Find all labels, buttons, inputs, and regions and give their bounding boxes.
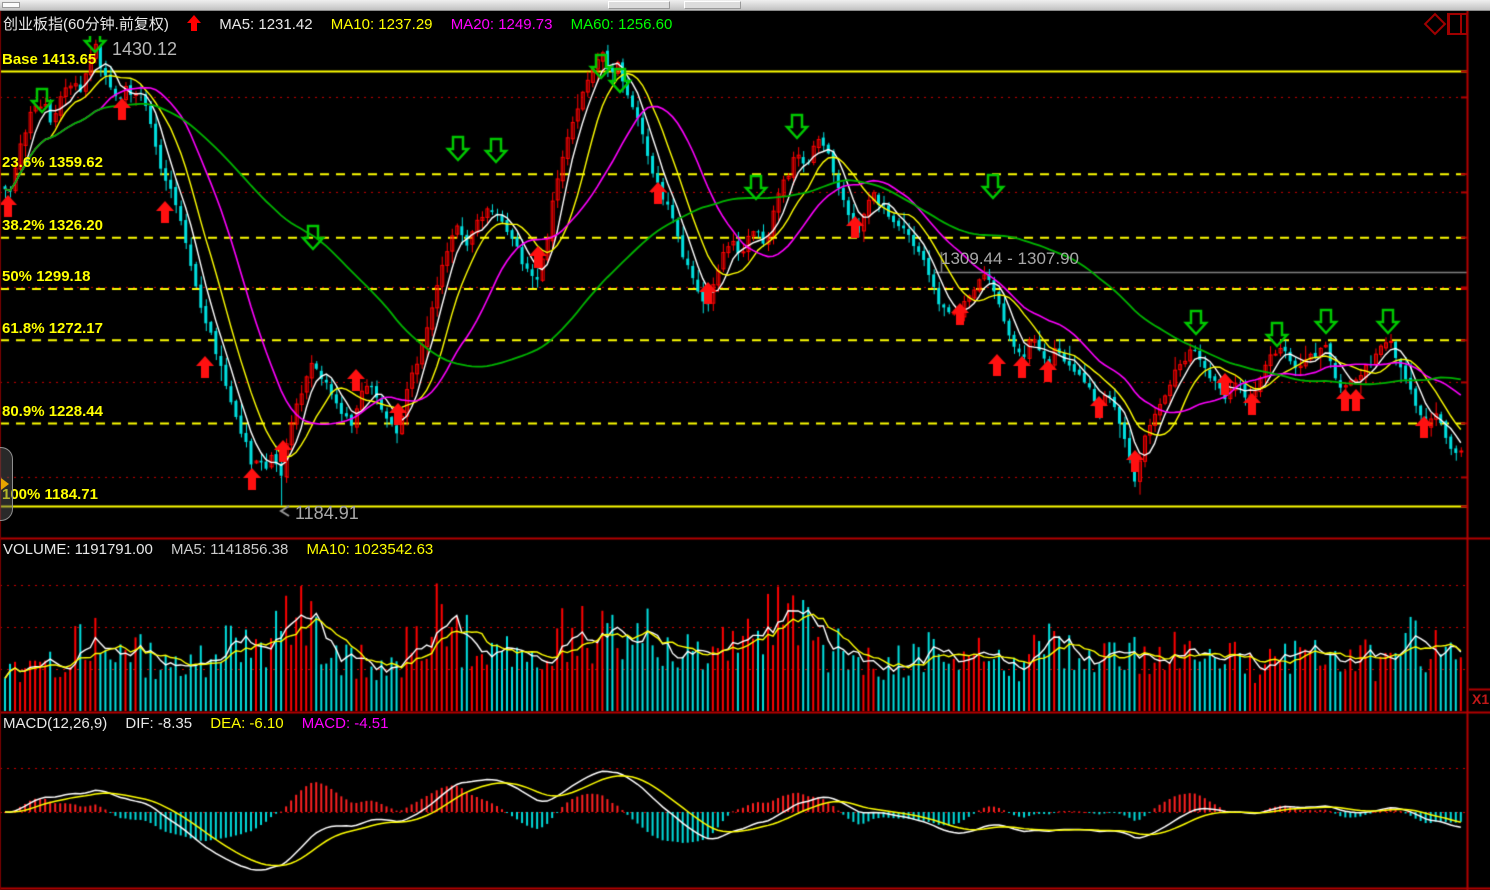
macd-name: MACD(12,26,9): [3, 715, 108, 732]
fib-level-label: 50% 1299.18: [2, 268, 91, 286]
panel-expand-tab[interactable]: [0, 447, 13, 521]
macd-value: MACD: -4.51: [301, 715, 389, 732]
low-annotation: 1184.91: [295, 503, 359, 523]
top-scrollbar[interactable]: [0, 0, 1490, 11]
zoom-level-label: X1: [1472, 691, 1490, 707]
ma20-value: MA20: 1249.73: [450, 16, 553, 33]
scrollbar-home-box[interactable]: [2, 2, 20, 8]
dea-value: DEA: -6.10: [210, 715, 284, 732]
price-header: 创业板指(60分钟.前复权) MA5: 1231.42 MA10: 1237.2…: [3, 13, 686, 35]
expand-triangle-icon: [1, 478, 9, 490]
fib-level-label: 38.2% 1326.20: [2, 217, 103, 235]
ma10-value: MA10: 1237.29: [330, 16, 433, 33]
measure-annotation: 1309.44 - 1307.90: [941, 249, 1080, 268]
scrollbar-thumb[interactable]: [684, 1, 741, 9]
dif-value: DIF: -8.35: [125, 715, 193, 732]
fib-level-label: 80.9% 1228.44: [2, 402, 103, 420]
ma5-value: MA5: 1231.42: [219, 16, 313, 33]
volume-ma5-value: MA5: 1141856.38: [171, 541, 289, 558]
macd-header: MACD(12,26,9) DIF: -8.35 DEA: -6.10 MACD…: [3, 715, 402, 732]
volume-header: VOLUME: 1191791.00 MA5: 1141856.38 MA10:…: [3, 541, 447, 558]
volume-ma10-value: MA10: 1023542.63: [306, 541, 434, 558]
fib-level-label: 61.8% 1272.17: [2, 319, 103, 337]
fib-level-label: 100% 1184.71: [2, 485, 98, 503]
fib-level-label: Base 1413.65: [2, 51, 97, 68]
up-arrow-icon: [187, 15, 202, 35]
high-annotation: 1430.12: [112, 39, 178, 59]
split-window-icon[interactable]: [1447, 13, 1468, 35]
volume-value: VOLUME: 1191791.00: [3, 541, 153, 558]
ma60-value: MA60: 1256.60: [570, 16, 673, 33]
scrollbar-thumb[interactable]: [608, 1, 670, 9]
fib-level-label: 23.6% 1359.62: [2, 153, 103, 171]
instrument-title: 创业板指(60分钟.前复权): [3, 16, 169, 33]
